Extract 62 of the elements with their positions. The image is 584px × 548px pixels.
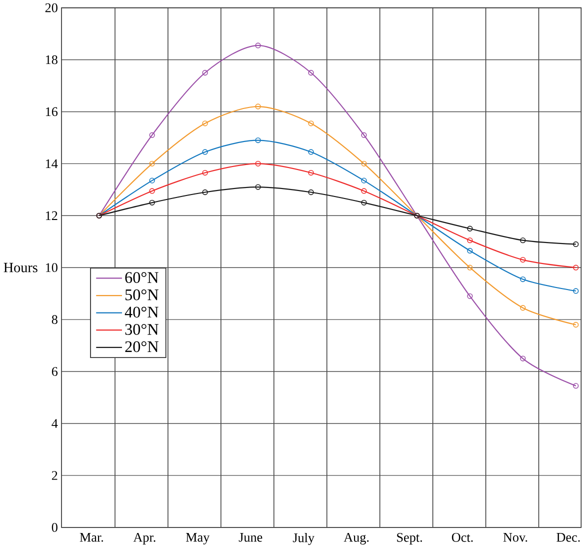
x-tick-label: June [238, 532, 262, 542]
legend-label: 60°N [125, 272, 158, 283]
point [361, 160, 367, 166]
x-tick-label: Dec. [556, 532, 580, 542]
point [361, 178, 367, 184]
legend-label: 50°N [125, 289, 158, 300]
point [520, 256, 526, 262]
point [202, 149, 208, 155]
point [255, 160, 261, 166]
x-tick-label: Sept. [397, 532, 422, 544]
point [361, 132, 367, 138]
y-tick-label: 18 [46, 55, 58, 64]
point [308, 189, 314, 195]
point [308, 120, 314, 126]
point [255, 137, 261, 143]
y-tick-label: 16 [46, 107, 58, 116]
y-axis-title: Hours [4, 262, 38, 272]
point [202, 170, 208, 176]
y-tick-label: 0 [52, 522, 58, 532]
x-tick-label: Apr. [133, 532, 156, 544]
point [361, 200, 367, 206]
point [202, 189, 208, 195]
y-tick-label: 8 [52, 315, 58, 324]
point [202, 120, 208, 126]
y-tick-label: 14 [46, 159, 58, 168]
point [520, 276, 526, 282]
x-tick-label: July [292, 532, 314, 545]
point [149, 160, 155, 166]
point [255, 184, 261, 190]
y-tick-label: 10 [46, 263, 58, 272]
y-tick-label: 2 [52, 470, 58, 480]
point [467, 237, 473, 244]
point [255, 104, 261, 110]
y-tick-label: 12 [46, 211, 58, 220]
point [308, 70, 314, 76]
point [149, 188, 155, 194]
x-tick-label: Aug. [344, 532, 369, 544]
x-tick-label: Oct. [452, 532, 473, 542]
point [308, 170, 314, 176]
point [255, 42, 261, 48]
legend-label: 20°N [125, 341, 158, 352]
point [467, 264, 473, 270]
point [520, 304, 526, 311]
point [149, 132, 155, 138]
point [520, 237, 526, 244]
point [467, 293, 473, 299]
x-tick-label: May [186, 532, 210, 544]
y-tick-label: 6 [52, 366, 58, 376]
legend-label: 40°N [124, 306, 158, 318]
point [520, 356, 526, 362]
point [308, 149, 314, 155]
point [467, 226, 473, 232]
x-tick-label: Nov. [503, 532, 528, 542]
point [149, 178, 155, 184]
point [467, 248, 473, 254]
legend-label: 30°N [125, 324, 158, 335]
point [361, 188, 367, 194]
x-tick-label: Mar. [80, 532, 104, 542]
point [149, 200, 155, 206]
y-tick-label: 4 [52, 419, 58, 428]
point [202, 70, 208, 76]
y-tick-label: 20 [45, 3, 58, 12]
